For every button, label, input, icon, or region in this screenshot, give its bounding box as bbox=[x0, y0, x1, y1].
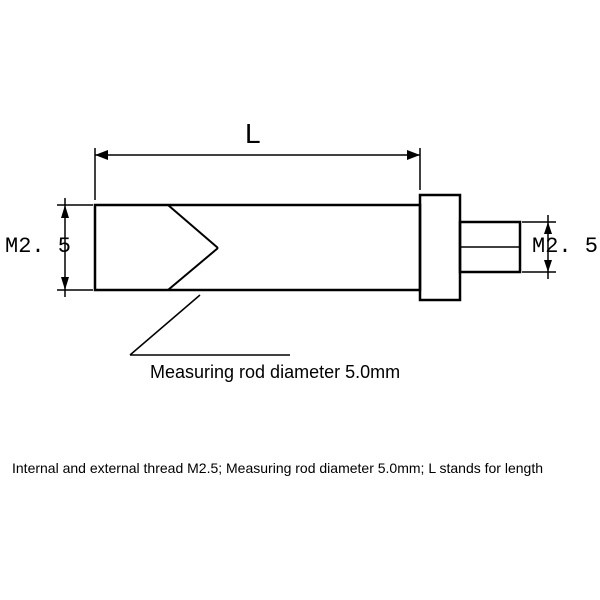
description-text: Internal and external thread M2.5; Measu… bbox=[12, 460, 592, 476]
internal-chevron bbox=[168, 205, 218, 290]
rod-body bbox=[95, 205, 420, 290]
collar-section bbox=[420, 195, 460, 300]
callout-leader bbox=[130, 295, 290, 355]
length-label: L bbox=[245, 118, 261, 150]
rod-drawing-svg bbox=[0, 0, 600, 600]
right-thread-label: M2. 5 bbox=[532, 234, 598, 259]
threaded-stub bbox=[460, 222, 520, 272]
technical-diagram: L M2. 5 M2. 5 Measuring rod diameter 5.0… bbox=[0, 0, 600, 600]
callout-label: Measuring rod diameter 5.0mm bbox=[150, 362, 400, 383]
dimension-line-length bbox=[95, 148, 420, 200]
left-thread-label: M2. 5 bbox=[5, 234, 71, 259]
